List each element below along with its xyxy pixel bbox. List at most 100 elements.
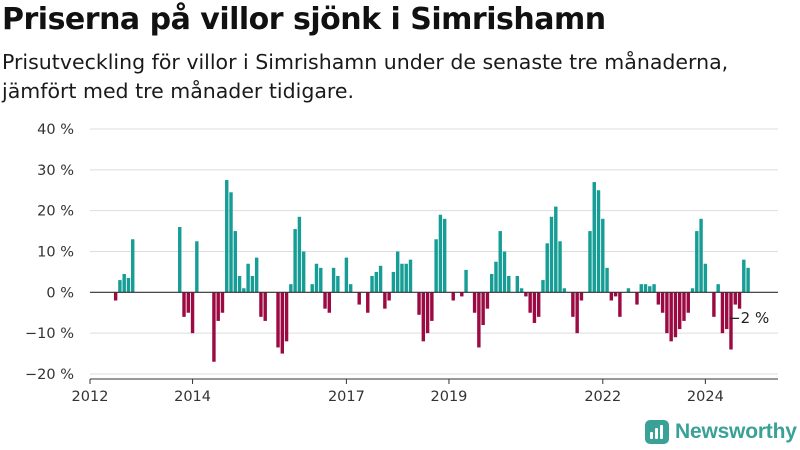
bar [652, 284, 656, 293]
bar [113, 292, 118, 301]
bar [549, 216, 554, 293]
bar [742, 259, 746, 293]
bar [310, 284, 314, 293]
bar [477, 292, 481, 348]
bar [682, 292, 686, 321]
bar [195, 241, 199, 293]
bar [404, 263, 408, 293]
x-tick-label: 2014 [174, 389, 211, 405]
bar [562, 288, 567, 293]
bar [460, 292, 464, 297]
bar [541, 280, 545, 293]
bar [178, 227, 182, 293]
bar [686, 292, 690, 313]
bar [438, 214, 443, 293]
bar [442, 218, 447, 293]
bar [485, 292, 490, 309]
bar [233, 231, 237, 293]
bar [186, 292, 190, 313]
bar [695, 231, 699, 293]
bar [293, 229, 297, 293]
bar [250, 276, 255, 293]
bar [408, 259, 413, 293]
bar [498, 231, 502, 293]
bar [592, 182, 596, 293]
bar [387, 292, 391, 301]
bar [729, 292, 733, 350]
bar [669, 292, 673, 342]
bar [323, 292, 327, 309]
bar [716, 284, 720, 293]
bar [605, 267, 609, 293]
bar [737, 292, 742, 309]
bar [545, 243, 549, 293]
bar [284, 292, 289, 342]
bar [297, 216, 302, 293]
y-tick-label: 0 % [46, 285, 74, 301]
bar [378, 265, 383, 293]
bar [430, 292, 434, 321]
y-tick-label: 30 % [37, 163, 74, 179]
bar [665, 292, 669, 334]
bar [643, 284, 648, 293]
bar [331, 267, 336, 293]
bar [528, 292, 532, 313]
bar [588, 231, 592, 293]
bar [263, 292, 267, 321]
bar [575, 292, 579, 334]
y-tick-label: −10 % [25, 326, 74, 342]
bar [639, 284, 643, 293]
bar [383, 292, 387, 309]
bar [579, 292, 584, 301]
bar [703, 263, 708, 293]
bar [229, 192, 233, 293]
x-tick-label: 2024 [687, 389, 724, 405]
bar [327, 292, 332, 313]
bar [725, 292, 729, 330]
bar [502, 251, 507, 293]
bar [254, 257, 259, 293]
bar [699, 218, 703, 293]
bar [246, 263, 250, 293]
bar [225, 180, 229, 293]
bar [348, 284, 353, 293]
bar [374, 271, 379, 293]
bar [596, 190, 601, 293]
bar [319, 267, 323, 293]
y-tick-label: 40 % [37, 122, 74, 138]
bar [280, 292, 285, 354]
bar [434, 239, 438, 293]
bar [532, 292, 537, 323]
bar [601, 218, 605, 293]
bar [118, 280, 122, 293]
bar [690, 288, 695, 293]
bar [648, 286, 652, 293]
bar [276, 292, 280, 348]
bar [451, 292, 455, 301]
bar [507, 276, 511, 293]
bar [524, 292, 528, 297]
bar [370, 276, 374, 293]
bar [733, 292, 737, 305]
bar [554, 206, 558, 293]
x-tick-label: 2022 [584, 389, 621, 405]
bar [656, 292, 661, 305]
bar [216, 292, 220, 321]
bar [395, 251, 400, 293]
bar [519, 288, 524, 293]
bar [515, 276, 520, 293]
bar [472, 292, 477, 313]
bar [613, 292, 618, 297]
bar [712, 292, 716, 317]
bar [289, 284, 293, 293]
brand-name: Newsworthy [675, 420, 797, 443]
bar [400, 263, 404, 293]
bar [336, 276, 340, 293]
bar [425, 292, 430, 334]
bar [464, 269, 468, 293]
bar [366, 292, 370, 313]
bar [344, 257, 349, 293]
bar [635, 292, 639, 305]
bar [481, 292, 485, 325]
bar [660, 292, 665, 313]
